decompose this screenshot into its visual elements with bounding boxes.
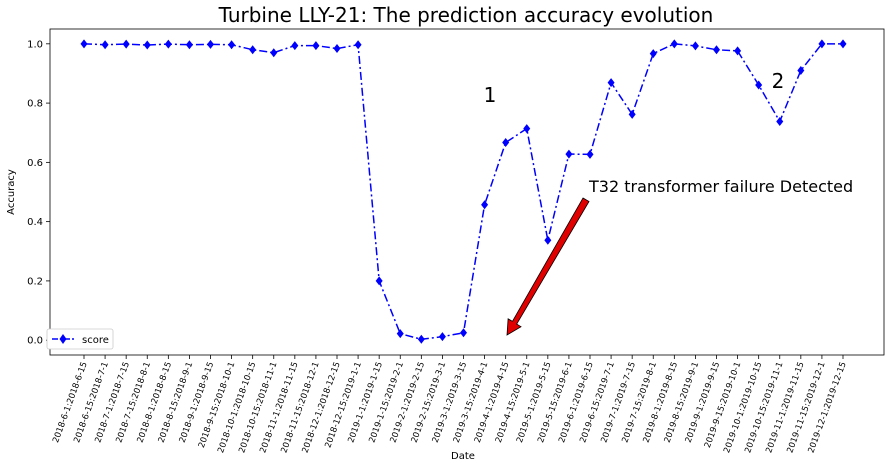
y-axis-label: Accuracy	[6, 169, 17, 215]
data-point	[122, 39, 130, 49]
data-point	[207, 39, 214, 49]
data-point	[713, 45, 720, 55]
annotation-label-2: 2	[772, 69, 785, 93]
data-point	[649, 49, 657, 59]
data-point	[691, 41, 699, 51]
data-point	[460, 328, 467, 338]
data-point	[734, 46, 742, 56]
y-tick-label: 1.0	[27, 39, 43, 50]
annotation-arrow	[506, 197, 590, 336]
data-point	[80, 39, 88, 49]
annotation-label-1: 1	[484, 83, 497, 107]
data-point	[143, 40, 151, 50]
data-point	[755, 80, 763, 90]
data-point	[502, 138, 510, 148]
data-point	[670, 39, 678, 49]
x-axis-label: Date	[451, 451, 475, 462]
plot-area-frame	[49, 28, 885, 356]
y-tick-label: 0.4	[27, 217, 43, 228]
data-point	[164, 39, 172, 49]
data-point	[354, 40, 362, 50]
data-point	[396, 329, 404, 339]
annotation-failure-text: T32 transformer failure Detected	[588, 177, 853, 196]
data-point	[818, 39, 826, 49]
y-tick-label: 0.8	[27, 99, 43, 110]
data-point	[417, 334, 425, 344]
legend-frame	[46, 328, 114, 350]
data-point	[797, 65, 805, 75]
y-axis-ticks: 0.0 0.2 0.4 0.6 0.8 1.0	[27, 39, 50, 347]
data-point	[228, 40, 236, 50]
data-point	[607, 78, 615, 88]
legend-marker-sample	[59, 334, 67, 344]
data-point	[101, 40, 109, 50]
data-point	[333, 44, 341, 54]
data-point	[586, 149, 594, 159]
chart-title: Turbine LLY-21: The prediction accuracy …	[218, 3, 714, 27]
data-point	[481, 200, 489, 210]
y-tick-label: 0.2	[27, 276, 43, 287]
data-point	[185, 40, 193, 50]
data-point	[291, 41, 299, 51]
data-point	[375, 276, 383, 286]
series-markers-score	[80, 39, 847, 344]
data-point	[544, 235, 552, 245]
legend-label-score: score	[82, 335, 109, 346]
y-tick-label: 0.6	[27, 158, 43, 169]
data-point	[270, 48, 278, 58]
data-point	[249, 45, 257, 55]
data-point	[523, 124, 531, 134]
data-point	[628, 109, 636, 119]
data-point	[565, 149, 573, 159]
y-tick-label: 0.0	[27, 336, 43, 347]
legend: score	[46, 328, 114, 350]
data-point	[776, 116, 784, 126]
data-point	[312, 41, 320, 51]
data-point	[839, 39, 847, 49]
data-point	[438, 332, 446, 342]
x-axis-ticks: 2018-6-1:2018-6-152018-6-15:2018-7-12018…	[51, 355, 849, 454]
